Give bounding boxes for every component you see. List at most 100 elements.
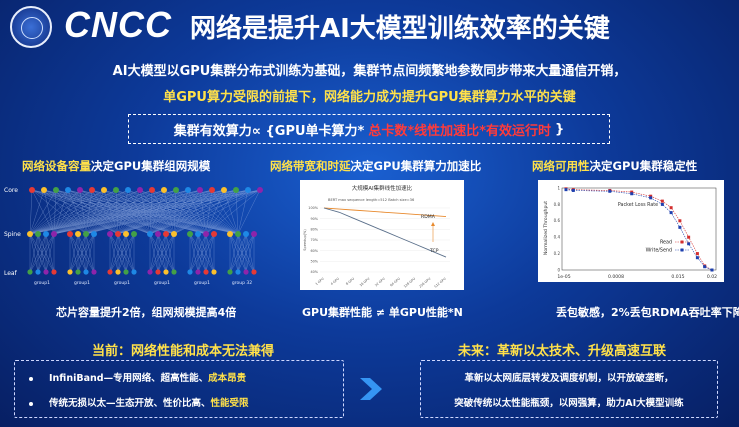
future-state-box: 革新以太网底层转发及调度机制，以开放破垄断， 突破传统以太性能瓶颈，以网强算，助… (420, 360, 718, 418)
gap-arrow-head (431, 222, 435, 226)
section-rest: 决定GPU集群组网规模 (91, 159, 211, 173)
leaf-switch-node (243, 269, 249, 275)
spine-switch-node (91, 231, 97, 237)
y-tick-label: 80% (310, 228, 318, 232)
packet-loss-chart: Normalized Throughput Packet Loss Rate 1… (538, 180, 724, 282)
y-tick-label: 0.6 (554, 218, 561, 223)
current-item-infiniband: InfiniBand—专用网络、超高性能、成本昂贵 (29, 370, 246, 384)
spine-switch-node (195, 231, 201, 237)
legend-marker (680, 248, 684, 252)
core-switch-node (113, 187, 119, 193)
future-line-1: 革新以太网底层转发及调度机制，以开放破垄断， (464, 373, 674, 384)
section-highlight: 网络设备容量 (22, 159, 91, 173)
intro-line-2: 单GPU算力受限的前提下，网络能力成为提升GPU集群算力水平的关键 (163, 90, 576, 105)
group-label: group1 (194, 280, 210, 286)
y-tick-label: 40% (310, 270, 318, 274)
leaf-switch-node (67, 269, 73, 275)
cncc-seal-logo (10, 6, 52, 48)
series-line-tcp (323, 207, 447, 258)
chevron-right-icon (360, 378, 382, 400)
core-switch-node (89, 187, 95, 193)
x-tick-label: 32 GPU (374, 276, 386, 287)
linear-speedup-chart: 大规模AI集群线性加速比 BERT max sequence length=51… (300, 180, 464, 290)
y-tick-label: 0 (557, 267, 560, 272)
spine-switch-node (155, 231, 161, 237)
leaf-switch-node (51, 269, 57, 275)
leaf-switch-node (123, 269, 129, 275)
section-heading-bandwidth: 网络带宽和时延决定GPU集群算力加速比 (270, 158, 481, 174)
core-switch-node (77, 187, 83, 193)
core-switch-node (125, 187, 131, 193)
chart-title: 大规模AI集群线性加速比 (352, 184, 413, 192)
caption-availability: 丢包敏感，2%丢包RDMA吞吐率下降为0 (556, 306, 739, 319)
bullet-dot (29, 401, 33, 406)
section-heading-availability: 网络可用性决定GPU集群稳定性 (532, 158, 697, 174)
leaf-switch-node (35, 269, 41, 275)
spine-switch-node (83, 231, 89, 237)
data-point (571, 188, 575, 192)
chart-subtitle: BERT max sequence length=512 Batch size=… (328, 198, 415, 202)
item-text: InfiniBand—专用网络、超高性能、 (49, 373, 209, 384)
leaf-switch-node (115, 269, 121, 275)
data-point (669, 206, 673, 210)
y-tick-label: 0.2 (554, 251, 561, 256)
y-tick-label: 90% (310, 217, 318, 221)
x-tick-label: 0.015 (671, 274, 684, 280)
core-switch-node (137, 187, 143, 193)
formula-rhs: 总卡数*线性加速比*有效运行时 (368, 123, 551, 139)
leaf-switch-node (91, 269, 97, 275)
core-switch-node (221, 187, 227, 193)
leaf-switch-node (187, 269, 193, 275)
spine-switch-node (115, 231, 121, 237)
group-label: group1 (34, 280, 50, 286)
core-switch-node (53, 187, 59, 193)
spine-switch-node (27, 231, 33, 237)
leaf-switch-node (27, 269, 33, 275)
item-highlight: 性能受限 (210, 398, 249, 409)
series-line-0 (565, 188, 713, 271)
section-rest: 决定GPU集群算力加速比 (350, 159, 482, 173)
cncc-logo: CNCC (64, 4, 172, 45)
y-tick-label: 1 (557, 185, 560, 190)
current-state-box: InfiniBand—专用网络、超高性能、成本昂贵 传统无损以太—生态开放、性价… (14, 360, 344, 418)
leaf-switch-node (211, 269, 217, 275)
leaf-switch-node (171, 269, 177, 275)
data-point (669, 211, 673, 215)
group-label: group1 (114, 280, 130, 286)
section-heading-capacity: 网络设备容量决定GPU集群组网规模 (22, 158, 210, 174)
spine-switch-node (187, 231, 193, 237)
x-tick-label: 1 GPU (315, 276, 326, 286)
legend-marker (680, 240, 684, 244)
data-point (649, 196, 653, 200)
data-point (608, 189, 612, 193)
item-highlight: 成本昂贵 (208, 373, 247, 384)
core-switch-node (185, 187, 191, 193)
spine-switch-node (43, 231, 49, 237)
formula-box: 集群有效算力∝ {GPU单卡算力* 总卡数*线性加速比*有效运行时} (128, 114, 610, 144)
core-switch-node (197, 187, 203, 193)
core-switch-node (257, 187, 263, 193)
y-tick-label: 100% (308, 206, 318, 210)
group-label: group 32 (232, 280, 252, 286)
x-tick-label: 4 GPU (330, 276, 341, 286)
spine-switch-node (123, 231, 129, 237)
y-tick-label: 60% (310, 249, 318, 253)
data-point (687, 242, 691, 246)
caption-capacity: 芯片容量提升2倍，组网规模提高4倍 (56, 306, 237, 319)
bottom-right-title: 未来：革新以太技术、升级高速互联 (458, 344, 667, 359)
layer-label-leaf: Leaf (4, 270, 18, 277)
x-tick-label: 0.02 (707, 274, 717, 280)
core-switch-node (29, 187, 35, 193)
spine-switch-node (211, 231, 217, 237)
slide-title: 网络是提升AI大模型训练效率的关键 (190, 14, 610, 44)
x-tick-label: 0.0008 (608, 274, 624, 280)
series-label-tcp: TCP (429, 248, 439, 254)
leaf-switch-node (163, 269, 169, 275)
spine-switch-node (243, 231, 249, 237)
x-tick-label: 16 GPU (359, 276, 371, 287)
leaf-switch-node (155, 269, 161, 275)
spine-switch-node (67, 231, 73, 237)
leaf-switch-node (147, 269, 153, 275)
data-point (703, 265, 707, 269)
x-tick-label: 1e-05 (557, 274, 570, 280)
